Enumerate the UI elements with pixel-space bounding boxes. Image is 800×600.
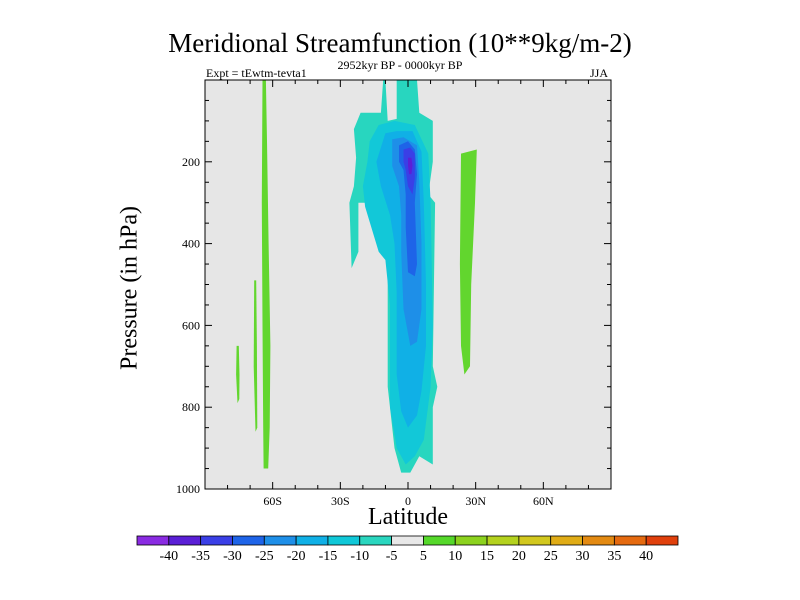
y-tick-label: 600 — [182, 318, 200, 332]
colorbar-swatch — [454, 535, 488, 546]
x-tick-label: 0 — [405, 494, 411, 508]
colorbar-label: 20 — [512, 549, 526, 564]
x-tick-label: 60N — [533, 494, 554, 508]
colorbar-label: -30 — [223, 549, 242, 564]
colorbar-swatch — [645, 535, 679, 546]
x-axis-label: Latitude — [368, 504, 448, 530]
colorbar-swatch — [613, 535, 647, 546]
colorbar-label: -5 — [386, 549, 398, 564]
colorbar-label: 40 — [639, 549, 653, 564]
colorbar-swatch — [423, 535, 456, 546]
contour-region-green-patch-67s — [253, 280, 258, 432]
colorbar-swatch — [391, 535, 424, 546]
colorbar-swatch — [263, 535, 297, 546]
colorbar-swatch — [359, 535, 392, 546]
y-axis-label: Pressure (in hPa) — [116, 206, 143, 370]
colorbar-swatch — [232, 535, 265, 546]
y-tick-label: 800 — [182, 400, 200, 414]
colorbar-swatch — [486, 535, 520, 546]
contour-region-green-patch-76s — [236, 345, 240, 404]
chart-title: Meridional Streamfunction (10**9kg/m-2) — [168, 28, 632, 58]
experiment-label: Expt = tEwtm-tevta1 — [206, 66, 307, 80]
colorbar-swatch — [582, 535, 615, 546]
colorbar-swatch — [295, 535, 329, 546]
x-tick-label: 30S — [331, 494, 350, 508]
y-tick-label: 1000 — [176, 482, 200, 496]
colorbar-label: -35 — [191, 549, 210, 564]
colorbar-swatch — [550, 535, 583, 546]
colorbar-label: 30 — [576, 549, 590, 564]
colorbar-label: -40 — [159, 549, 178, 564]
x-tick-label: 60S — [263, 494, 282, 508]
x-tick-label: 30N — [465, 494, 486, 508]
colorbar-label: -20 — [287, 549, 306, 564]
colorbar-swatch — [168, 535, 202, 546]
season-label: JJA — [590, 66, 609, 80]
chart-subtitle: 2952kyr BP - 0000kyr BP — [337, 58, 463, 72]
colorbar-label: -10 — [350, 549, 369, 564]
colorbar-label: 5 — [420, 549, 427, 564]
colorbar-label: 25 — [544, 549, 558, 564]
colorbar-label: -15 — [319, 549, 338, 564]
colorbar-swatch — [518, 535, 552, 546]
colorbar-label: 15 — [480, 549, 494, 564]
y-tick-label: 200 — [182, 155, 200, 169]
y-tick-label: 400 — [182, 237, 200, 251]
colorbar-label: 10 — [448, 549, 462, 564]
colorbar-swatch — [327, 535, 361, 546]
colorbar-swatch — [136, 535, 170, 546]
colorbar-label: 35 — [607, 549, 621, 564]
contour-region-contour-neg35 — [408, 157, 413, 175]
contour-region-green-band-60s — [261, 80, 271, 469]
colorbar-swatch — [200, 535, 233, 546]
contour-region-green-patch-25n — [459, 149, 477, 375]
colorbar-label: -25 — [255, 549, 274, 564]
